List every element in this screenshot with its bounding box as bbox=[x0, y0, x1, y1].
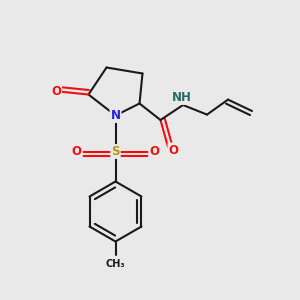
Text: O: O bbox=[51, 85, 61, 98]
Text: O: O bbox=[72, 145, 82, 158]
Text: O: O bbox=[168, 143, 178, 157]
Text: N: N bbox=[110, 109, 121, 122]
Text: CH₃: CH₃ bbox=[106, 259, 125, 269]
Text: O: O bbox=[149, 145, 159, 158]
Text: NH: NH bbox=[172, 91, 191, 104]
Text: S: S bbox=[111, 145, 120, 158]
